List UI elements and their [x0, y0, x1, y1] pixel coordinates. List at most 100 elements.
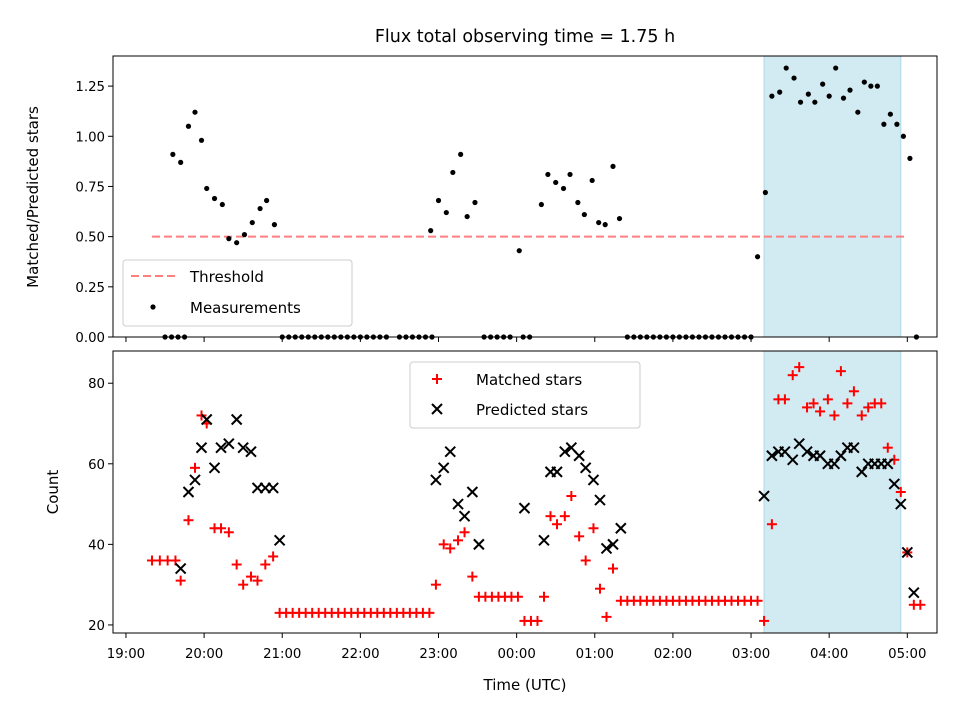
matched-star-point	[802, 402, 813, 413]
measurement-point	[178, 159, 184, 165]
top-y-tick-label: 1.25	[75, 80, 105, 95]
bottom-legend-box	[409, 361, 641, 429]
measurement-point	[211, 195, 218, 202]
predicted-star-point	[273, 534, 286, 547]
matched-star-point	[445, 543, 456, 554]
predicted-star-point	[430, 474, 442, 486]
highlight-span-top	[763, 55, 902, 338]
matched-star-point	[183, 515, 194, 526]
matched-star-point	[453, 535, 464, 546]
x-tick-label: 04:00	[810, 647, 848, 662]
measurement-point	[791, 75, 797, 81]
matched-stars-series	[147, 362, 926, 626]
x-tick-label: 05:00	[888, 647, 926, 662]
matched-star-point	[588, 523, 599, 534]
matched-star-point	[759, 615, 770, 626]
matched-star-point	[268, 551, 279, 562]
predicted-star-point	[828, 458, 841, 470]
predicted-star-point	[758, 490, 770, 502]
measurement-point	[868, 83, 874, 89]
measurement-point	[900, 133, 907, 139]
predicted-star-point	[182, 486, 195, 498]
measurement-point	[783, 65, 789, 71]
predicted-star-point	[458, 510, 471, 522]
measurement-point	[575, 199, 581, 206]
matched-star-point	[538, 591, 549, 602]
measurement-point	[553, 179, 559, 186]
measurement-point	[249, 219, 255, 226]
measurement-point	[581, 211, 587, 218]
matched-star-point	[260, 559, 271, 570]
predicted-star-point	[888, 478, 900, 490]
matched-star-point	[608, 563, 619, 574]
predicted-star-point	[215, 441, 227, 454]
matched-star-point	[252, 575, 263, 586]
measurement-point	[589, 177, 595, 184]
predicted-star-point	[466, 486, 479, 498]
measurement-point	[192, 109, 198, 115]
matched-star-point	[779, 394, 790, 405]
matched-star-point	[829, 410, 840, 421]
measurement-point	[602, 222, 608, 228]
matched-star-point	[231, 559, 242, 570]
measurement-point	[458, 151, 464, 157]
matched-star-point	[895, 487, 906, 497]
predicted-star-point	[801, 446, 813, 458]
matched-star-point	[808, 398, 819, 409]
matched-star-point	[559, 511, 570, 522]
predicted-star-point	[230, 413, 243, 426]
predicted-star-point	[444, 446, 456, 458]
matched-star-point	[574, 531, 585, 542]
matched-star-point	[842, 398, 853, 409]
matched-star-point	[794, 362, 805, 373]
measurement-point	[450, 169, 456, 176]
predicted-star-point	[587, 474, 600, 486]
measurement-point	[874, 83, 880, 89]
predicted-star-point	[267, 482, 279, 494]
measurement-point	[769, 93, 775, 99]
matched-star-point	[532, 615, 543, 626]
matched-star-point	[459, 527, 470, 538]
top-y-tick-label: 0.50	[75, 231, 105, 246]
legend-matched-label: Matched stars	[476, 371, 582, 389]
predicted-star-point	[201, 413, 213, 426]
matched-star-point	[424, 607, 435, 618]
matched-star-point	[752, 595, 763, 606]
legend-threshold-label: Threshold	[189, 268, 264, 286]
bottom-y-axis: 20 40 60 80	[88, 377, 113, 634]
matched-star-point	[438, 539, 449, 550]
measurement-point	[861, 79, 867, 85]
measurement-point	[241, 232, 248, 238]
bottom-y-tick-label: 80	[88, 377, 105, 392]
matched-star-point	[189, 462, 200, 473]
top-plot-frame	[112, 55, 938, 338]
measurement-point	[538, 201, 544, 208]
predicted-star-point	[223, 437, 235, 450]
matched-star-point	[552, 519, 563, 530]
x-tick-label: 20:00	[185, 647, 223, 662]
predicted-star-point	[787, 454, 799, 466]
top-panel: Flux total observing time = 1.75 h 0.000…	[24, 27, 938, 346]
measurement-point	[226, 236, 232, 242]
measurement-point	[472, 199, 478, 206]
top-y-tick-label: 1.00	[75, 130, 105, 145]
predicted-star-point	[615, 522, 627, 534]
bottom-y-axis-label: Count	[44, 470, 62, 515]
matched-star-point	[580, 555, 591, 566]
top-y-tick-label: 0.25	[75, 281, 105, 296]
measurement-point	[805, 91, 811, 97]
measurement-point	[616, 215, 623, 222]
matched-star-point	[848, 386, 859, 397]
measurement-point	[257, 205, 263, 212]
top-x-axis	[125, 337, 908, 342]
top-legend: Threshold Measurements	[122, 259, 353, 327]
matched-star-point	[863, 402, 874, 413]
top-y-tick-label: 0.00	[75, 331, 105, 346]
measurement-point	[185, 123, 192, 129]
matched-star-point	[876, 398, 887, 409]
predicted-stars-series	[174, 413, 920, 599]
matched-star-point	[835, 366, 846, 377]
measurement-point	[887, 111, 893, 117]
matched-star-point	[594, 583, 605, 594]
